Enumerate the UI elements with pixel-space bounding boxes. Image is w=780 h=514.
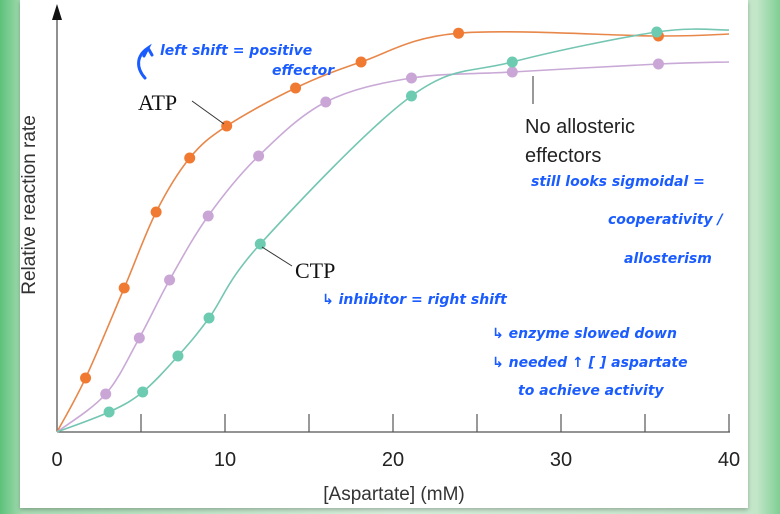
control-label-line1: No allosteric	[525, 116, 635, 138]
data-point-1	[253, 150, 265, 162]
ctp-leader-line	[261, 246, 293, 267]
note-needed-1: ↳ needed ↑ [ ] aspartate	[492, 355, 688, 371]
note-left-shift-2: effector	[272, 63, 335, 79]
note-sigmoidal-3: allosterism	[624, 251, 712, 267]
curved-arrow-icon	[137, 43, 154, 80]
data-point-0	[150, 206, 162, 218]
ctp-label: CTP	[295, 258, 335, 283]
data-point-0	[221, 120, 233, 132]
data-point-0	[290, 82, 302, 94]
x-tick-label: 40	[718, 449, 740, 471]
data-point-2	[203, 312, 215, 324]
data-point-1	[202, 210, 214, 222]
data-point-1	[133, 332, 145, 344]
data-point-1	[652, 58, 664, 70]
data-point-1	[164, 274, 176, 286]
note-inhibitor: ↳ inhibitor = right shift	[322, 292, 508, 308]
data-point-2	[405, 90, 417, 102]
x-tick-label: 20	[382, 449, 404, 471]
data-point-0	[453, 27, 465, 39]
data-point-0	[184, 152, 196, 164]
data-point-1	[405, 72, 417, 84]
data-point-2	[254, 238, 266, 250]
x-tick-label: 30	[550, 449, 572, 471]
data-point-0	[80, 372, 92, 384]
note-sigmoidal-2: cooperativity /	[608, 212, 725, 228]
atp-leader-line	[191, 100, 225, 125]
note-left-shift-1: left shift = positive	[160, 43, 312, 59]
data-point-2	[506, 56, 518, 68]
atp-label: ATP	[138, 90, 177, 115]
control-label-line2: effectors	[525, 145, 601, 167]
data-point-2	[651, 26, 663, 38]
x-axis-label: [Aspartate] (mM)	[323, 484, 464, 505]
data-point-0	[118, 282, 130, 294]
data-point-0	[355, 56, 367, 68]
data-point-2	[172, 350, 184, 362]
data-point-1	[320, 96, 332, 108]
data-point-1	[100, 388, 112, 400]
y-axis-label: Relative reaction rate	[19, 115, 40, 295]
note-sigmoidal-1: still looks sigmoidal =	[531, 174, 705, 190]
note-slowed: ↳ enzyme slowed down	[492, 326, 677, 342]
handwritten-notes: left shift = positive effector still loo…	[137, 43, 725, 399]
x-tick-label: 0	[51, 449, 62, 471]
data-point-2	[137, 386, 149, 398]
y-axis-arrow-icon	[52, 4, 62, 20]
x-tick-label: 10	[214, 449, 236, 471]
data-point-2	[103, 406, 115, 418]
note-needed-2: to achieve activity	[518, 383, 665, 399]
series-line-0	[56, 31, 730, 433]
data-point-1	[506, 66, 518, 78]
